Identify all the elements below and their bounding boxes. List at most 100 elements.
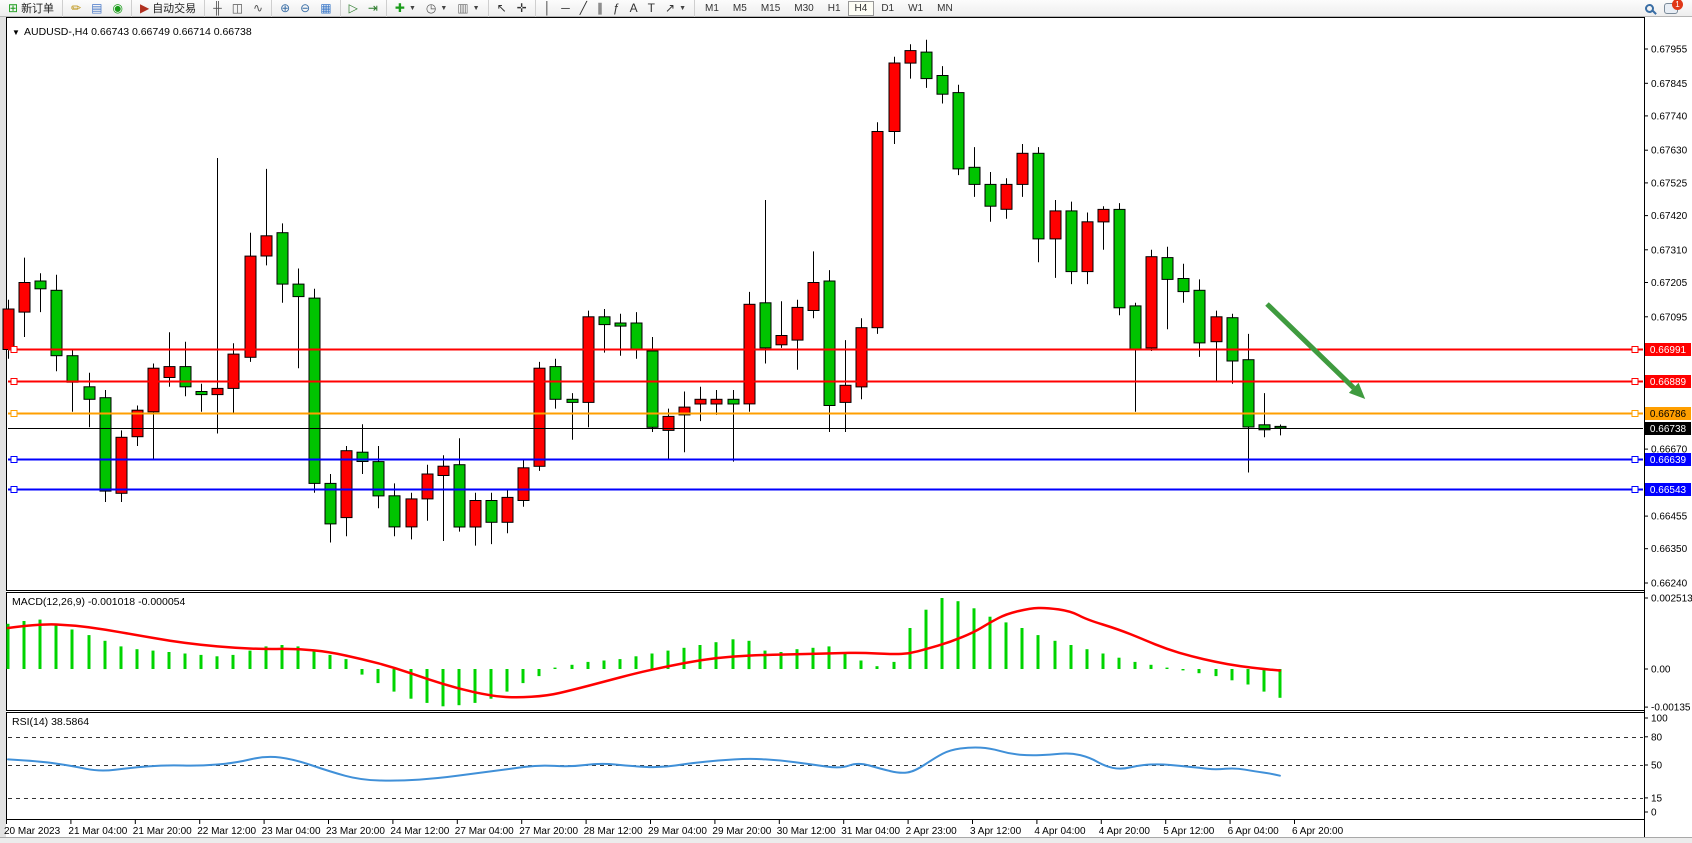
text-tool-button[interactable]: A — [625, 1, 643, 16]
crosshair-button[interactable]: ✛ — [512, 1, 532, 16]
timeframe-mn-button[interactable]: MN — [930, 1, 960, 16]
status-bar — [0, 837, 1692, 843]
timeframe-m5-button[interactable]: M5 — [726, 1, 754, 16]
timeframe-m30-button[interactable]: M30 — [787, 1, 820, 16]
channel-tool-button[interactable]: ∥ — [592, 1, 608, 16]
macd-histogram-bar — [183, 653, 187, 669]
axis-tick-label: 0.66455 — [1651, 512, 1688, 523]
templates-button[interactable]: ▥ ▼ — [452, 1, 484, 16]
search-icon[interactable] — [1645, 3, 1654, 13]
macd-histogram-bar — [457, 669, 461, 706]
line-handle[interactable] — [1631, 486, 1639, 493]
timeframe-w1-button[interactable]: W1 — [901, 1, 930, 16]
macd-histogram-bar — [714, 642, 718, 669]
line-handle[interactable] — [10, 378, 18, 385]
line-chart-mode-button[interactable]: ∿ — [248, 1, 268, 16]
macd-histogram-bar — [1069, 645, 1073, 669]
horizontal-lines[interactable] — [8, 346, 1643, 493]
channel-tool-icon: ∥ — [596, 0, 603, 15]
hline-tool-icon: ─ — [561, 0, 570, 15]
macd-indicator: 0.002513 0.00 -0.00135 — [6, 594, 1692, 714]
new-order-button[interactable]: ⊞ 新订单 — [3, 1, 59, 16]
timeframe-h4-button[interactable]: H4 — [847, 0, 875, 16]
bear-candle — [598, 316, 611, 326]
line-handle[interactable] — [10, 486, 18, 493]
fibonacci-tool-button[interactable]: ƒ — [608, 1, 625, 16]
macd-histogram-bar — [376, 669, 380, 684]
line-handle[interactable] — [10, 410, 18, 417]
line-handle[interactable] — [10, 456, 18, 463]
trend-arrow[interactable] — [1265, 302, 1366, 399]
candlestick-series — [2, 39, 1287, 546]
zoom-in-button[interactable]: ⊕ — [275, 1, 295, 16]
line-handle[interactable] — [1631, 456, 1639, 463]
arrow-shaft[interactable] — [1265, 302, 1356, 390]
line-handle[interactable] — [10, 346, 18, 353]
bar-chart-mode-button[interactable]: ╫ — [208, 1, 227, 16]
timeframe-m15-button[interactable]: M15 — [754, 1, 787, 16]
tile-windows-button[interactable]: ▦ — [315, 1, 336, 16]
periods-button[interactable]: ◷ ▼ — [421, 1, 452, 16]
hline-tool-button[interactable]: ─ — [556, 1, 575, 16]
auto-scroll-button[interactable]: ▷ — [344, 1, 363, 16]
label-tool-button[interactable]: T — [643, 1, 660, 16]
notification-count-badge: 1 — [1672, 0, 1683, 10]
time-tick-label: 31 Mar 04:00 — [841, 826, 900, 837]
vline-tool-button[interactable]: │ — [539, 1, 557, 16]
cursor-button[interactable]: ↖ — [492, 1, 512, 16]
line-handle[interactable] — [1631, 346, 1639, 353]
time-tick-label: 30 Mar 12:00 — [777, 826, 836, 837]
toolbar-right-icons: 1 — [1645, 0, 1692, 14]
signals-button[interactable]: ◉ — [107, 1, 127, 16]
bull-candle — [147, 367, 160, 413]
styles-brush-button[interactable]: ✏ — [66, 1, 86, 16]
axis-tick-label: 0.67630 — [1651, 146, 1688, 157]
line-chart-mode-icon: ∿ — [253, 0, 264, 15]
macd-histogram-bar — [956, 601, 960, 669]
macd-histogram-bar — [135, 649, 139, 669]
macd-histogram-bar — [54, 623, 58, 669]
macd-histogram-bar — [763, 650, 767, 669]
axis-tick-label: 0.67420 — [1651, 211, 1688, 222]
line-handle[interactable] — [1631, 378, 1639, 385]
autotrade-button[interactable]: ▶ 自动交易 — [135, 1, 201, 16]
chart-collapse-icon[interactable]: ▼ — [12, 28, 20, 37]
crosshair-icon: ✛ — [516, 0, 527, 15]
text-tool-icon: A — [629, 0, 638, 15]
rsi-axis-label: 50 — [1651, 761, 1663, 772]
window-left-edge — [0, 17, 6, 837]
bull-candle — [678, 406, 691, 416]
time-tick-label: 28 Mar 12:00 — [584, 826, 643, 837]
macd-histogram-bar — [215, 656, 219, 669]
macd-histogram-bar — [22, 621, 26, 669]
chart-windows-button[interactable]: ▤ — [86, 1, 107, 16]
arrow-head[interactable] — [1348, 382, 1366, 399]
toolbar-group: ↖ ✛ — [487, 0, 535, 17]
line-handle[interactable] — [1631, 410, 1639, 417]
time-tick-label: 22 Mar 12:00 — [197, 826, 256, 837]
price-line-badge — [1645, 343, 1691, 356]
toolbar-group: ▷ ⇥ — [339, 0, 386, 17]
zoom-out-button[interactable]: ⊖ — [295, 1, 315, 16]
timeframe-h1-button[interactable]: H1 — [821, 1, 848, 16]
bear-candle — [83, 386, 96, 400]
macd-histogram-bar — [924, 609, 928, 669]
toolbar-button-label: W1 — [908, 2, 924, 14]
tile-windows-icon: ▦ — [320, 0, 332, 15]
macd-histogram-bar — [650, 653, 654, 669]
chart-shift-button[interactable]: ⇥ — [363, 1, 383, 16]
candlestick-mode-button[interactable]: ◫ — [227, 1, 248, 16]
macd-histogram-bar — [360, 669, 364, 675]
timeframe-m1-button[interactable]: M1 — [698, 1, 726, 16]
toolbar-button-label: 自动交易 — [152, 3, 197, 15]
timeframe-d1-button[interactable]: D1 — [874, 1, 901, 16]
notifications-icon[interactable]: 1 — [1664, 0, 1683, 14]
toolbar-group: M1 M5 M15 M30 H1 H4 D1 W1 MN — [694, 0, 963, 17]
trendline-tool-button[interactable]: ╱ — [575, 1, 592, 16]
toolbar-button-label: 新订单 — [21, 3, 55, 15]
axis-tick-label: 0.66670 — [1651, 445, 1688, 456]
fibonacci-tool-icon: ƒ — [612, 0, 620, 15]
indicators-button[interactable]: ✚ ▼ — [390, 1, 421, 16]
arrows-tool-button[interactable]: ↗ ▼ — [660, 1, 691, 16]
bull-candle — [421, 473, 434, 500]
